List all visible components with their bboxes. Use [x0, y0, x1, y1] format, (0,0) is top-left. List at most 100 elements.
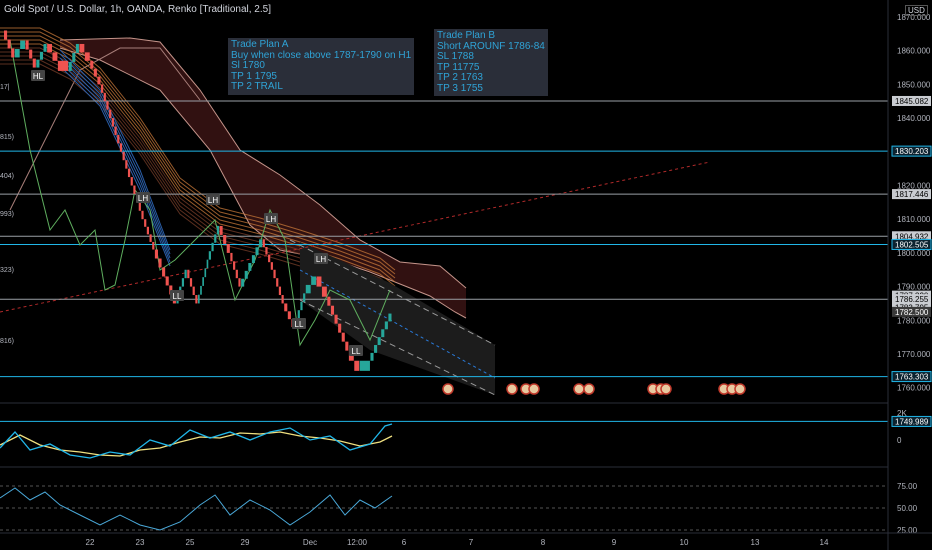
price-tick-label: 1810.000: [897, 215, 931, 224]
trade-plan-b-line: Trade Plan B: [437, 30, 495, 41]
event-marker: [583, 383, 595, 395]
pivot-label: LH: [316, 255, 326, 264]
down-brick: [235, 269, 238, 279]
green-oscillator-line: [9, 39, 391, 347]
price-tag-label: 1830.203: [895, 147, 929, 156]
channel-fill: [300, 242, 495, 395]
price-tick-label: 1800.000: [897, 249, 931, 258]
up-brick: [43, 43, 47, 52]
price-tick-label: 1770.000: [897, 350, 931, 359]
up-brick: [300, 301, 303, 311]
up-brick: [68, 61, 72, 71]
down-brick: [90, 60, 94, 69]
fast-ma-line: [59, 57, 171, 259]
down-brick: [101, 84, 104, 93]
down-brick: [187, 269, 190, 279]
up-brick: [377, 337, 381, 346]
channel-mid: [299, 269, 496, 379]
trade-plan-b-line: Short AROUNF 1786-84: [437, 40, 545, 52]
down-brick: [162, 267, 166, 277]
trade-plan-a-line: Sl 1780: [231, 60, 265, 71]
down-brick: [144, 219, 147, 227]
up-brick: [255, 247, 259, 256]
down-brick: [341, 332, 345, 342]
up-brick: [388, 313, 392, 322]
currency-label[interactable]: USD: [905, 5, 928, 16]
up-brick: [206, 259, 209, 269]
green-line: [9, 39, 391, 347]
pivot-labels: HL LH LH LH LH LL LL LL: [31, 70, 363, 356]
down-brick: [52, 52, 58, 61]
price-tag-label: 1817.446: [895, 190, 929, 199]
pivot-label: LH: [208, 196, 218, 205]
ribbon-line: [0, 35, 396, 279]
down-brick: [114, 126, 117, 135]
down-brick: [111, 118, 114, 127]
time-tick-label: 13: [751, 538, 760, 547]
price-axis[interactable]: 1870.0001860.0001850.0001840.0001830.000…: [887, 0, 932, 550]
time-tick-label: 12:00: [347, 538, 368, 547]
down-brick: [103, 92, 106, 102]
price-tick-label: 1820.000: [897, 182, 931, 191]
up-brick: [305, 284, 311, 294]
event-marker: [442, 383, 454, 395]
down-brick: [125, 160, 128, 169]
osc2-tick-label: 75.00: [897, 482, 918, 491]
trade-plan-b-line: TP 2 1763: [437, 72, 483, 83]
down-brick: [230, 252, 233, 262]
osc2-line: [0, 487, 393, 531]
price-tag-box: [892, 294, 931, 305]
ribbon-line: [0, 31, 396, 275]
pivot-badge: [136, 192, 150, 203]
ribbon-line: [0, 43, 396, 287]
ribbon-line: [0, 39, 396, 283]
down-brick: [4, 30, 8, 40]
event-marker: [734, 383, 746, 395]
down-brick: [84, 52, 90, 61]
price-tag-label: 1763.303: [895, 373, 929, 382]
down-brick: [334, 314, 338, 324]
price-tag-box: [891, 371, 932, 383]
price-tag-box: [891, 415, 932, 427]
channel-lower: [299, 299, 496, 396]
trade-plan-a: Trade Plan A Buy when close above 1787-1…: [228, 38, 415, 95]
up-brick: [303, 293, 306, 302]
down-brick: [133, 185, 136, 194]
cloud-area: [60, 38, 466, 318]
up-brick: [244, 270, 248, 279]
time-tick-label: 9: [612, 538, 617, 547]
cloud-upper-line: [59, 37, 467, 289]
trade-plan-a-line: Buy when close above 1787-1790 on H1: [231, 49, 412, 61]
down-brick: [158, 258, 162, 268]
left-level-label: 816): [0, 338, 14, 345]
price-tick-label: 1780.000: [897, 316, 931, 325]
up-brick: [36, 59, 40, 68]
horizontal-levels: [0, 100, 888, 422]
osc1-signal-line: [0, 431, 393, 457]
down-brick: [233, 261, 236, 270]
price-tag-box: [891, 238, 932, 250]
time-axis[interactable]: 22 23 25 29 Dec 12:00 6 7 8 9 10 13 14: [0, 532, 932, 547]
chart-title: Gold Spot / U.S. Dollar, 1h, OANDA, Renk…: [4, 4, 271, 15]
price-tick-label: 1790.000: [897, 283, 931, 292]
up-brick: [211, 242, 214, 252]
time-tick-label: 29: [241, 538, 250, 547]
down-brick: [354, 360, 360, 371]
up-brick: [248, 263, 252, 271]
up-brick: [297, 310, 300, 319]
left-level-label: 17|: [0, 84, 10, 91]
up-brick: [39, 51, 44, 60]
pivot-label: HL: [33, 72, 44, 81]
down-brick: [7, 39, 11, 49]
down-brick: [276, 278, 279, 287]
price-tag-label: 1845.082: [895, 97, 929, 106]
trade-plan-a-line: Trade Plan A: [231, 39, 289, 50]
up-brick: [259, 239, 263, 248]
up-brick: [14, 49, 20, 58]
down-brick: [273, 269, 276, 279]
trade-plan-b-line: SL 1788: [437, 51, 474, 62]
down-brick: [57, 60, 69, 71]
pivot-badge: [314, 253, 328, 264]
pivot-label: LH: [138, 194, 148, 203]
